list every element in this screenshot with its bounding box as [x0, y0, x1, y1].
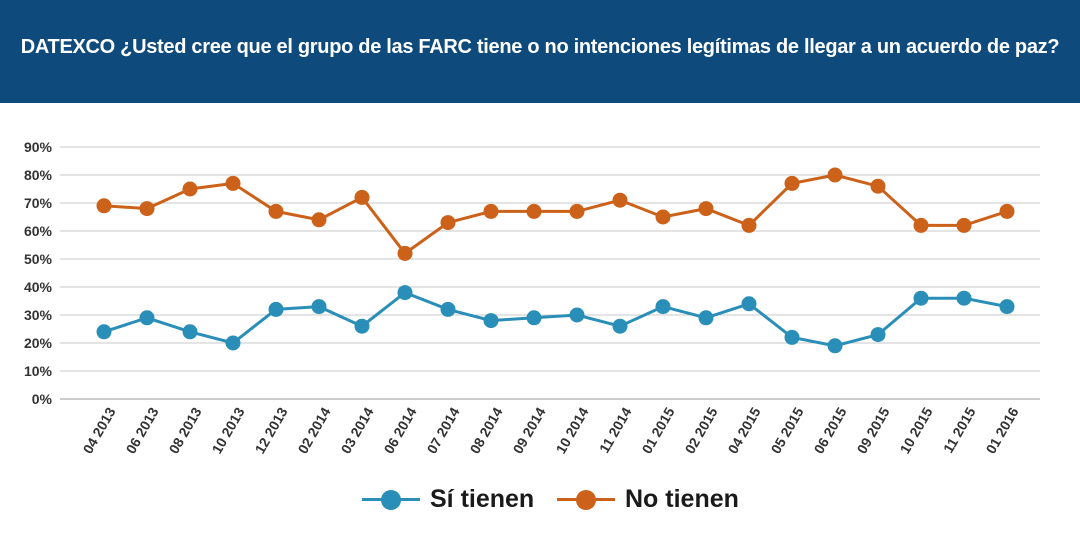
data-point: [655, 299, 671, 315]
data-point: [225, 175, 241, 191]
data-point: [999, 203, 1015, 219]
data-point: [827, 167, 843, 183]
x-tick-label: 09 2015: [853, 404, 892, 456]
data-point: [311, 212, 327, 228]
data-point: [440, 215, 456, 231]
series-lines: [96, 167, 1015, 354]
data-point: [784, 175, 800, 191]
data-point: [870, 327, 886, 343]
data-point: [440, 301, 456, 317]
data-point: [569, 307, 585, 323]
line-chart: 0%10%20%30%40%50%60%70%80%90% 04 2013 06 …: [24, 139, 1040, 456]
x-tick-label: 03 2014: [337, 404, 376, 456]
data-point: [354, 318, 370, 334]
data-point: [612, 192, 628, 208]
data-point: [526, 203, 542, 219]
data-point: [268, 203, 284, 219]
chart-header: DATEXCO ¿Usted cree que el grupo de las …: [0, 0, 1080, 103]
legend-swatch-dot: [381, 490, 401, 510]
x-tick-label: 04 2013: [79, 404, 118, 456]
x-tick-label: 08 2013: [165, 404, 204, 456]
gridlines: [60, 146, 1040, 400]
y-tick-label: 20%: [24, 335, 53, 351]
y-tick-label: 80%: [24, 167, 53, 183]
data-point: [311, 299, 327, 315]
data-point: [698, 201, 714, 217]
x-tick-label: 04 2015: [724, 404, 763, 456]
x-tick-label: 02 2015: [681, 404, 720, 456]
data-point: [784, 329, 800, 345]
y-tick-label: 10%: [24, 363, 53, 379]
data-point: [397, 245, 413, 261]
data-point: [182, 324, 198, 340]
y-axis-ticks: 0% 10% 20% 30% 40% 50% 60% 70% 80% 90%: [24, 139, 53, 407]
data-point: [827, 338, 843, 354]
data-point: [741, 217, 757, 233]
x-tick-label: 02 2014: [294, 404, 333, 456]
legend-swatch-dot: [576, 490, 596, 510]
legend-label: Sí tienen: [430, 485, 535, 513]
data-point: [956, 290, 972, 306]
data-point: [397, 285, 413, 301]
y-tick-label: 40%: [24, 279, 53, 295]
x-tick-label: 08 2014: [466, 404, 505, 456]
data-point: [139, 310, 155, 326]
x-tick-label: 10 2013: [208, 404, 247, 456]
data-point: [483, 313, 499, 329]
data-point: [268, 301, 284, 317]
data-point: [655, 209, 671, 225]
x-tick-label: 06 2013: [122, 404, 161, 456]
x-tick-label: 09 2014: [509, 404, 548, 456]
data-point: [741, 296, 757, 312]
data-point: [999, 299, 1015, 315]
x-tick-label: 01 2015: [638, 404, 677, 456]
y-tick-label: 90%: [24, 139, 53, 155]
x-tick-label: 11 2015: [940, 404, 979, 455]
series-line: [103, 173, 1008, 256]
data-point: [225, 335, 241, 351]
x-tick-label: 06 2015: [810, 404, 849, 456]
y-tick-label: 70%: [24, 195, 53, 211]
data-point: [483, 203, 499, 219]
data-point: [139, 201, 155, 217]
data-point: [870, 178, 886, 194]
x-axis-ticks: 04 2013 06 2013 08 2013 10 2013 12 2013 02 20…: [79, 404, 1021, 456]
data-point: [354, 189, 370, 205]
data-point: [96, 198, 112, 214]
data-point: [182, 181, 198, 197]
series-line: [103, 290, 1008, 348]
series-si-tienen: [96, 285, 1015, 354]
data-point: [569, 203, 585, 219]
data-point: [612, 318, 628, 334]
series-no-tienen: [96, 167, 1015, 261]
legend: Sí tienen No tienen: [0, 478, 1080, 522]
x-tick-label: 06 2014: [380, 404, 419, 456]
y-tick-label: 60%: [24, 223, 53, 239]
data-point: [913, 217, 929, 233]
x-tick-label: 10 2014: [552, 404, 591, 456]
x-tick-label: 05 2015: [767, 404, 806, 456]
x-tick-label: 10 2015: [896, 404, 935, 456]
data-point: [956, 217, 972, 233]
chart-title: DATEXCO ¿Usted cree que el grupo de las …: [20, 36, 1060, 58]
x-tick-label: 11 2014: [596, 404, 635, 455]
data-point: [698, 310, 714, 326]
x-tick-label: 07 2014: [423, 404, 462, 456]
data-point: [913, 290, 929, 306]
data-point: [96, 324, 112, 340]
data-point: [526, 310, 542, 326]
y-tick-label: 50%: [24, 251, 53, 267]
y-tick-label: 30%: [24, 307, 53, 323]
x-tick-label: 12 2013: [251, 404, 290, 456]
y-tick-label: 0%: [32, 391, 53, 407]
legend-label: No tienen: [625, 485, 739, 513]
x-tick-label: 01 2016: [982, 404, 1021, 456]
